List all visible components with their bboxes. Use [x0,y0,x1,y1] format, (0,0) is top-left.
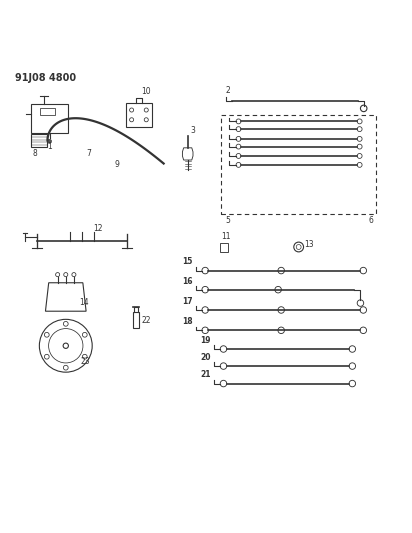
Text: 6: 6 [369,216,373,225]
Text: 10: 10 [141,87,151,96]
Text: 1: 1 [47,142,52,151]
Text: 15: 15 [182,257,192,266]
Text: 20: 20 [200,353,211,362]
Circle shape [63,321,68,326]
Text: 5: 5 [225,216,230,225]
Text: 17: 17 [182,297,192,306]
Circle shape [44,333,49,337]
Text: 2: 2 [225,86,230,95]
Text: 3: 3 [191,126,195,135]
Text: 7: 7 [86,149,91,158]
Text: 11: 11 [221,232,231,241]
Circle shape [82,333,87,337]
Text: 14: 14 [79,298,89,307]
Circle shape [82,354,87,359]
Text: 23: 23 [81,357,91,366]
Circle shape [44,354,49,359]
Text: 22: 22 [142,316,151,325]
Circle shape [63,365,68,370]
Text: 16: 16 [182,277,192,286]
Text: 18: 18 [182,317,192,326]
Text: 9: 9 [115,160,119,169]
Text: 19: 19 [200,336,211,345]
Text: 8: 8 [32,149,37,158]
Text: 91J08 4800: 91J08 4800 [15,74,76,84]
Circle shape [47,139,52,143]
Text: 21: 21 [200,370,211,379]
Text: 13: 13 [304,240,314,249]
Text: 12: 12 [93,224,103,233]
